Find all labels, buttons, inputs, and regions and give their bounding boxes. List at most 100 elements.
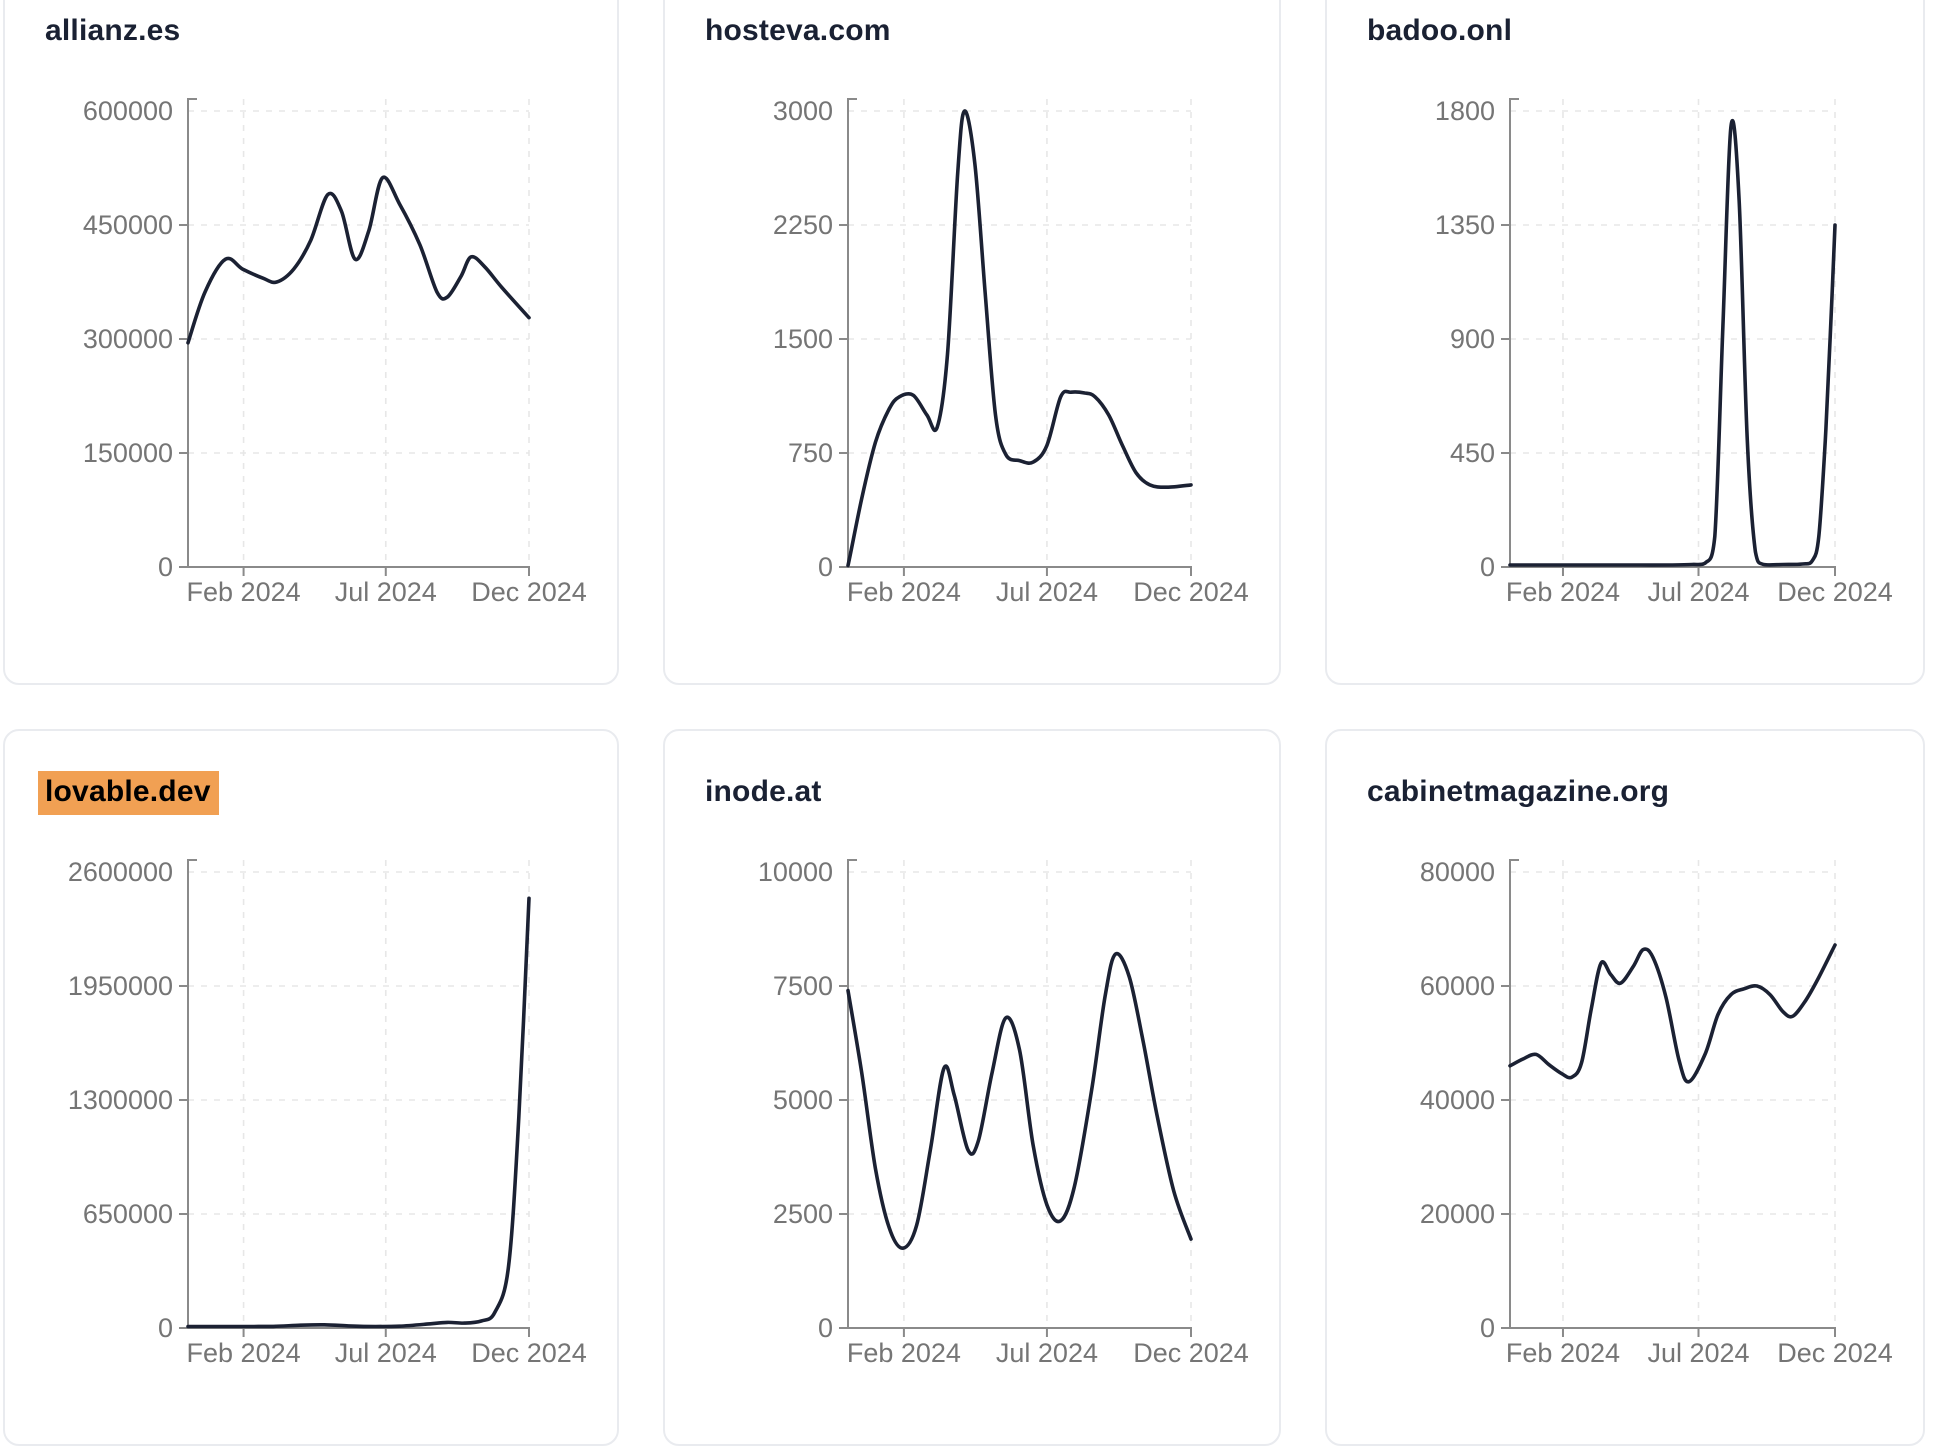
y-tick-label: 3000 [773, 96, 833, 126]
y-tick-label: 1950000 [68, 971, 173, 1001]
axes [179, 859, 530, 1337]
y-tick-label: 900 [1450, 324, 1495, 354]
x-tick-label: Feb 2024 [1506, 577, 1620, 607]
series-line [846, 951, 1193, 1250]
domain-label: cabinetmagazine.org [1367, 775, 1670, 808]
y-tick-label: 40000 [1420, 1085, 1495, 1115]
x-axis-line [1510, 1327, 1836, 1337]
x-tick-labels: Feb 2024 Jul 2024 Dec 2024 [187, 1338, 587, 1368]
x-tick-labels: Feb 2024 Jul 2024 Dec 2024 [847, 577, 1249, 607]
x-tick-label: Dec 2024 [471, 1338, 587, 1368]
series-line [1508, 943, 1837, 1084]
y-tick-label: 750 [788, 438, 833, 468]
x-axis-line [188, 1327, 530, 1337]
chart-card-cabinetmagazine: cabinetmagazine.org 0 20000 40000 60000 8000… [1325, 729, 1925, 1446]
y-tick-label: 0 [1480, 552, 1495, 582]
y-tick-label: 5000 [773, 1085, 833, 1115]
domain-label: allianz.es [45, 14, 181, 47]
y-tick-label: 300000 [83, 324, 173, 354]
y-tick-label: 7500 [773, 971, 833, 1001]
y-tick-label: 2500 [773, 1199, 833, 1229]
y-tick-labels: 0 20000 40000 60000 80000 [1420, 857, 1495, 1343]
y-tick-label: 10000 [758, 857, 833, 887]
x-tick-labels: Feb 2024 Jul 2024 Dec 2024 [187, 577, 587, 607]
x-tick-label: Dec 2024 [1777, 1338, 1893, 1368]
axes [179, 98, 530, 576]
y-tick-label: 600000 [83, 96, 173, 126]
x-tick-label: Feb 2024 [847, 577, 961, 607]
gridlines [848, 99, 1192, 567]
axes [1501, 98, 1836, 576]
x-tick-label: Jul 2024 [1647, 577, 1749, 607]
y-tick-label: 450000 [83, 210, 173, 240]
x-tick-label: Dec 2024 [471, 577, 587, 607]
chart-title: hosteva.com [705, 16, 891, 46]
chart-card-hosteva: hosteva.com 0 750 1500 2250 3000 Feb 2024 Jul … [663, 0, 1281, 685]
chart-title: lovable.dev [38, 771, 219, 815]
series-line [186, 175, 531, 345]
x-tick-label: Feb 2024 [1506, 1338, 1620, 1368]
x-tick-label: Jul 2024 [996, 1338, 1098, 1368]
x-tick-label: Feb 2024 [847, 1338, 961, 1368]
chart-title: inode.at [705, 777, 822, 807]
x-tick-label: Feb 2024 [187, 577, 301, 607]
x-axis-line [848, 566, 1192, 576]
y-tick-label: 0 [818, 1313, 833, 1343]
axes [839, 98, 1192, 576]
chart-card-lovable: lovable.dev 0 650000 1300000 1950000 2600000… [3, 729, 619, 1446]
gridlines [848, 860, 1192, 1328]
x-tick-labels: Feb 2024 Jul 2024 Dec 2024 [1506, 577, 1893, 607]
chart-title: cabinetmagazine.org [1367, 777, 1669, 807]
series-line [846, 109, 1193, 568]
x-tick-label: Dec 2024 [1133, 1338, 1249, 1368]
gridlines [188, 860, 530, 1328]
y-tick-label: 1350 [1435, 210, 1495, 240]
y-axis-line [1509, 859, 1519, 1328]
axes [839, 859, 1192, 1337]
line-chart: 0 650000 1300000 1950000 2600000 Feb 2024 Jul … [68, 857, 587, 1368]
y-tick-label: 1300000 [68, 1085, 173, 1115]
y-tick-labels: 0 750 1500 2250 3000 [773, 96, 833, 582]
line-chart: 0 2500 5000 7500 10000 Feb 2024 Jul 2024 Dec 20… [758, 857, 1249, 1368]
y-tick-label: 1800 [1435, 96, 1495, 126]
y-tick-labels: 0 2500 5000 7500 10000 [758, 857, 833, 1343]
y-tick-label: 150000 [83, 438, 173, 468]
y-axis-line [847, 98, 857, 567]
y-axis-line [847, 859, 857, 1328]
chart-card-inode: inode.at 0 2500 5000 7500 10000 Feb 2024 Jul 2… [663, 729, 1281, 1446]
y-tick-label: 2600000 [68, 857, 173, 887]
x-tick-label: Dec 2024 [1133, 577, 1249, 607]
x-tick-label: Feb 2024 [187, 1338, 301, 1368]
y-tick-label: 650000 [83, 1199, 173, 1229]
y-tick-label: 0 [158, 552, 173, 582]
chart-title: badoo.onl [1367, 16, 1512, 46]
y-tick-label: 80000 [1420, 857, 1495, 887]
line-chart: 0 20000 40000 60000 80000 Feb 2024 Jul 2024 Dec… [1420, 857, 1893, 1368]
y-axis-line [187, 859, 197, 1328]
line-chart: 0 750 1500 2250 3000 Feb 2024 Jul 2024 Dec 2024 [773, 96, 1249, 607]
x-tick-label: Jul 2024 [996, 577, 1098, 607]
y-tick-label: 60000 [1420, 971, 1495, 1001]
domain-label: badoo.onl [1367, 14, 1513, 47]
x-tick-labels: Feb 2024 Jul 2024 Dec 2024 [1506, 1338, 1893, 1368]
domain-label-highlighted: lovable.dev [38, 771, 219, 815]
y-tick-label: 2250 [773, 210, 833, 240]
y-tick-label: 450 [1450, 438, 1495, 468]
y-tick-label: 20000 [1420, 1199, 1495, 1229]
gridlines [1510, 99, 1836, 567]
y-tick-labels: 0 450 900 1350 1800 [1435, 96, 1495, 582]
axes [1501, 859, 1836, 1337]
line-chart: 0 150000 300000 450000 600000 Feb 2024 Jul 202… [83, 96, 587, 607]
series-line [1508, 118, 1837, 567]
y-axis-line [187, 98, 197, 567]
y-tick-label: 0 [818, 552, 833, 582]
series-line [186, 896, 531, 1329]
gridlines [1510, 860, 1836, 1328]
x-tick-label: Jul 2024 [1647, 1338, 1749, 1368]
y-tick-label: 1500 [773, 324, 833, 354]
x-axis-line [1510, 566, 1836, 576]
x-axis-line [848, 1327, 1192, 1337]
charts-grid: allianz.es 0 150000 300000 450000 600000 Feb … [3, 0, 1925, 1446]
y-tick-label: 0 [1480, 1313, 1495, 1343]
y-axis-line [1509, 98, 1519, 567]
